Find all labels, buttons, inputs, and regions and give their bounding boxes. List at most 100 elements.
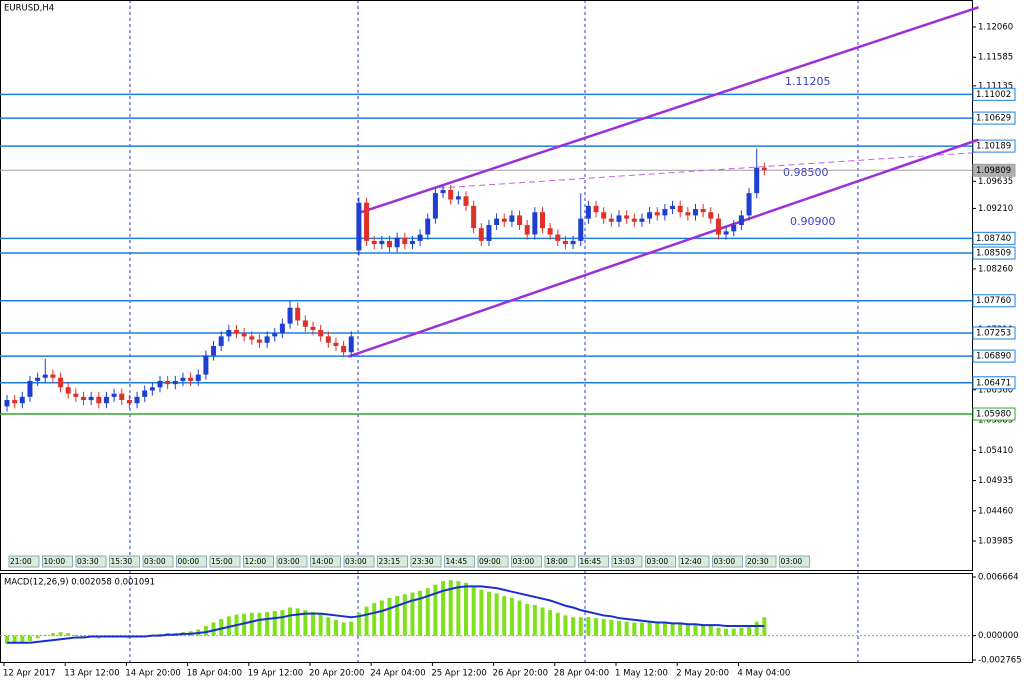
candle-body bbox=[356, 202, 362, 251]
candle-body bbox=[50, 374, 56, 378]
candle-body bbox=[601, 212, 607, 219]
macd-bar bbox=[678, 624, 683, 636]
candle-body bbox=[731, 224, 737, 232]
macd-bar bbox=[471, 586, 476, 636]
macd-bar bbox=[563, 615, 568, 636]
level-label: 1.10189 bbox=[976, 142, 1011, 152]
macd-bar bbox=[724, 628, 729, 636]
candle-body bbox=[126, 400, 132, 404]
macd-bar bbox=[754, 621, 759, 636]
macd-bar bbox=[50, 633, 55, 636]
time-marker-box bbox=[444, 555, 475, 568]
x-tick-label: 13 Apr 12:00 bbox=[64, 669, 119, 679]
macd-bar bbox=[502, 596, 507, 636]
macd-bar bbox=[27, 635, 32, 641]
macd-bar bbox=[747, 625, 752, 636]
macd-bar bbox=[280, 610, 285, 636]
level-label: 1.08740 bbox=[976, 234, 1011, 244]
x-tick-label: 20 Apr 20:00 bbox=[309, 669, 364, 679]
candle-body bbox=[547, 228, 553, 235]
annotation: 0.90900 bbox=[790, 215, 836, 228]
macd-bar bbox=[609, 619, 614, 636]
candle-body bbox=[19, 396, 25, 404]
y-tick-label: 1.03985 bbox=[978, 537, 1013, 547]
candle-body bbox=[501, 218, 507, 222]
candle-body bbox=[364, 202, 370, 241]
candle-body bbox=[142, 390, 148, 397]
macd-bar bbox=[265, 611, 270, 636]
time-marker: 18:00 bbox=[546, 557, 568, 566]
y-tick-label: 1.05885 bbox=[978, 416, 1013, 426]
macd-bar bbox=[639, 622, 644, 636]
time-marker: 15:30 bbox=[111, 557, 133, 566]
time-marker-box bbox=[645, 555, 676, 568]
candle-body bbox=[754, 167, 760, 194]
candle-body bbox=[211, 345, 217, 356]
macd-bar bbox=[647, 622, 652, 636]
macd-bar bbox=[739, 627, 744, 636]
macd-bar bbox=[303, 610, 308, 636]
macd-bar bbox=[5, 635, 9, 644]
time-marker: 20:30 bbox=[747, 557, 769, 566]
level-box bbox=[972, 407, 1016, 421]
macd-bar bbox=[379, 600, 384, 636]
macd-bar bbox=[333, 619, 338, 636]
macd-bar bbox=[617, 620, 621, 636]
macd-bar bbox=[456, 581, 461, 636]
macd-bar bbox=[594, 618, 599, 636]
time-marker-box bbox=[578, 555, 609, 568]
x-tick-label: 28 Apr 04:00 bbox=[554, 669, 609, 679]
time-marker-box bbox=[410, 555, 442, 568]
candle-body bbox=[524, 224, 530, 235]
candle-body bbox=[738, 215, 744, 225]
macd-bar bbox=[448, 580, 453, 636]
macd-frame bbox=[0, 573, 973, 663]
x-tick-label: 12 Apr 2017 bbox=[3, 669, 56, 679]
candle-body bbox=[593, 205, 599, 213]
macd-bar bbox=[318, 614, 323, 636]
time-marker: 23:15 bbox=[379, 557, 401, 566]
y-tick-label: 1.04460 bbox=[978, 506, 1013, 516]
time-marker-box bbox=[310, 555, 341, 568]
candle-body bbox=[409, 240, 415, 245]
candle-body bbox=[302, 320, 308, 327]
candle-body bbox=[371, 240, 377, 245]
candle-body bbox=[325, 336, 331, 343]
candle-body bbox=[287, 307, 293, 324]
time-marker: 03:00 bbox=[781, 557, 803, 566]
candle-body bbox=[517, 215, 523, 225]
level-box bbox=[972, 111, 1016, 125]
time-marker: 12:40 bbox=[680, 557, 702, 566]
level-box bbox=[972, 87, 1016, 101]
level-box bbox=[972, 349, 1016, 363]
candle-body bbox=[532, 212, 538, 235]
time-marker: 14:00 bbox=[312, 557, 334, 566]
macd-bar bbox=[219, 618, 224, 636]
time-marker-box bbox=[477, 555, 509, 568]
macd-bar bbox=[402, 594, 407, 636]
candle-body bbox=[188, 377, 194, 381]
candle-body bbox=[387, 240, 392, 248]
time-marker: 15:00 bbox=[211, 557, 233, 566]
time-marker-box bbox=[209, 555, 241, 568]
level-label: 1.07760 bbox=[976, 296, 1011, 306]
candle-body bbox=[448, 189, 454, 200]
candle-body bbox=[35, 377, 41, 381]
macd-bar bbox=[58, 632, 63, 636]
macd-bar bbox=[540, 607, 545, 636]
macd-bar bbox=[731, 628, 736, 636]
level-label: 1.07253 bbox=[976, 328, 1011, 338]
macd-bar bbox=[349, 621, 354, 636]
candle-body bbox=[631, 218, 637, 222]
candle-body bbox=[295, 307, 301, 321]
y-tick-label: 0.000000 bbox=[978, 631, 1019, 641]
candle-body bbox=[715, 218, 721, 235]
macd-bar bbox=[20, 635, 25, 643]
y-tick-label: 1.06360 bbox=[978, 385, 1013, 395]
candle-body bbox=[708, 212, 714, 219]
candle-body bbox=[693, 209, 698, 216]
candle-body bbox=[570, 240, 576, 245]
time-marker: 03:30 bbox=[77, 557, 99, 566]
time-marker: 00:00 bbox=[178, 557, 200, 566]
macd-bar bbox=[387, 597, 392, 636]
